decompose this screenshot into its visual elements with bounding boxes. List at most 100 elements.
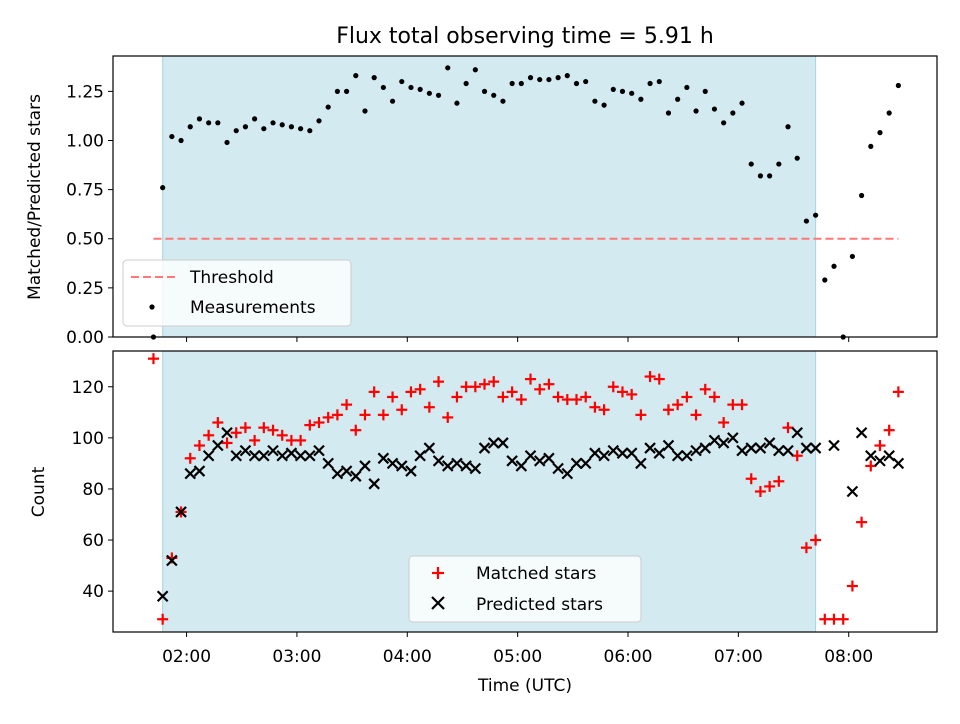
measurement-point — [426, 90, 432, 96]
measurement-point — [656, 78, 662, 85]
measurement-point — [803, 218, 810, 224]
measurement-point — [886, 110, 892, 116]
matched-star-marker — [782, 422, 794, 434]
top-panel: 0.00 0.25 0.50 0.75 1.00 1.25 Matched/Predict… — [25, 55, 938, 348]
matched-star-marker — [331, 409, 343, 421]
predicted-star-marker — [460, 460, 472, 472]
matched-star-marker — [764, 480, 776, 492]
matched-star-marker — [230, 427, 242, 439]
bottom-y-tick-label: 60 — [82, 531, 104, 551]
measurement-point — [242, 124, 249, 130]
measurement-point — [160, 185, 166, 191]
measurement-point — [592, 98, 598, 104]
measurement-point — [334, 88, 340, 94]
measurement-point — [730, 110, 736, 116]
measurement-point — [252, 116, 258, 122]
measurement-point — [463, 80, 469, 87]
measurement-point — [187, 124, 193, 130]
predicted-star-marker — [736, 444, 748, 457]
matched-stars-points — [147, 353, 904, 625]
matched-star-marker — [497, 391, 509, 403]
legend-threshold-label: Threshold — [189, 268, 274, 288]
measurement-point — [868, 143, 874, 149]
predicted-star-marker — [322, 457, 334, 470]
x-tick-label: 04:00 — [383, 647, 432, 667]
measurement-point — [702, 88, 708, 94]
predicted-star-marker — [883, 449, 895, 462]
predicted-star-marker — [350, 470, 362, 482]
legend-predicted-swatch — [431, 596, 445, 610]
matched-star-marker — [874, 440, 886, 452]
predicted-star-marker — [635, 457, 647, 470]
measurement-point — [445, 65, 451, 71]
predicted-star-marker — [607, 444, 620, 457]
measurement-point — [196, 116, 203, 122]
predicted-star-marker — [570, 457, 583, 470]
matched-star-marker — [396, 404, 408, 416]
measurement-point — [527, 75, 534, 81]
top-x-ticks — [186, 337, 850, 342]
predicted-star-marker — [708, 434, 721, 447]
matched-star-marker — [193, 440, 205, 452]
legend-measurements-swatch — [149, 304, 155, 310]
measurement-point — [610, 86, 616, 93]
x-tick-label: 08:00 — [824, 647, 873, 667]
matched-star-marker — [727, 399, 739, 411]
measurement-point — [785, 124, 791, 130]
predicted-star-marker — [359, 460, 371, 472]
measurement-point — [454, 100, 460, 106]
measurement-point — [564, 73, 570, 79]
matched-star-marker — [543, 378, 555, 390]
measurement-point — [693, 108, 699, 114]
predicted-star-marker — [478, 442, 491, 454]
matched-star-marker — [322, 411, 334, 423]
measurement-point — [619, 88, 626, 94]
measurement-point — [316, 118, 322, 124]
predicted-star-marker — [340, 465, 353, 477]
predicted-star-marker — [166, 554, 178, 567]
predicted-star-marker — [331, 467, 344, 480]
predicted-star-marker — [184, 467, 197, 480]
predicted-star-marker — [662, 439, 675, 452]
legend-matched-swatch — [432, 567, 444, 579]
top-y-tick-label: 1.00 — [66, 131, 104, 151]
matched-star-marker — [295, 434, 307, 446]
matched-star-marker — [414, 383, 426, 395]
top-legend: Threshold Measurements — [122, 259, 352, 327]
matched-star-marker — [672, 399, 684, 411]
measurement-point — [767, 173, 773, 179]
x-tick-label: 03:00 — [272, 647, 321, 667]
measurement-point — [858, 192, 865, 199]
predicted-star-marker — [258, 449, 270, 462]
matched-star-marker — [267, 424, 279, 436]
matched-star-marker — [405, 386, 417, 398]
matched-star-marker — [681, 391, 693, 403]
predicted-star-marker — [405, 465, 417, 477]
matched-star-marker — [653, 373, 665, 385]
top-y-tick-label: 0.75 — [66, 181, 104, 201]
x-axis-label: Time (UTC) — [477, 676, 572, 696]
x-tick-label: 02:00 — [162, 647, 211, 667]
bottom-y-tick-label: 80 — [82, 480, 104, 500]
matched-star-marker — [304, 419, 316, 431]
measurement-point — [380, 84, 386, 91]
predicted-star-marker — [800, 442, 813, 454]
predicted-star-marker — [221, 426, 233, 439]
measurement-point — [279, 122, 285, 128]
matched-star-marker — [212, 417, 224, 429]
matched-star-marker — [377, 409, 389, 421]
predicted-star-marker — [267, 444, 279, 457]
matched-star-marker — [368, 386, 380, 398]
measurement-point — [748, 161, 754, 167]
measurement-point — [325, 104, 331, 110]
matched-star-marker — [506, 386, 518, 398]
x-tick-label: 06:00 — [604, 647, 653, 667]
matched-star-marker — [460, 381, 472, 393]
predicted-star-marker — [202, 449, 215, 462]
measurement-point — [721, 120, 727, 126]
matched-star-marker — [754, 486, 766, 497]
predicted-star-marker — [644, 442, 656, 454]
matched-star-marker — [285, 434, 297, 446]
measurement-point — [270, 120, 276, 126]
